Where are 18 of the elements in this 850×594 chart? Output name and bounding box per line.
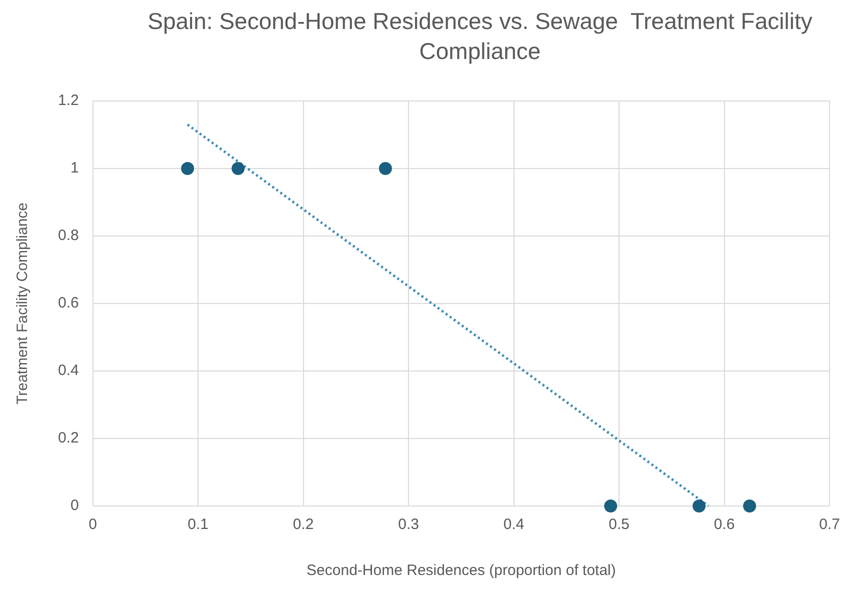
x-axis-title: Second-Home Residences (proportion of total) [306, 562, 616, 580]
chart-title: Spain: Second-Home Residences vs. Sewage Treatment Facility Compliance [146, 7, 814, 66]
y-axis-title: Treatment Facility Compliance [14, 202, 32, 405]
x-tick-label: 0.2 [292, 516, 314, 534]
x-tick-label: 0.4 [503, 516, 524, 534]
x-tick-label: 0.1 [188, 516, 209, 534]
y-tick-label: 0.4 [58, 362, 79, 380]
x-tick-label: 0.6 [714, 516, 735, 534]
x-tick-label: 0.7 [819, 516, 840, 534]
y-tick-label: 0.6 [58, 294, 79, 312]
y-tick-label: 1 [70, 160, 79, 177]
y-tick-label: 0 [70, 497, 79, 514]
y-tick-label: 0.2 [58, 430, 79, 447]
x-tick-label: 0 [88, 516, 98, 534]
y-tick-label: 1.2 [58, 92, 79, 110]
x-tick-label: 0.5 [608, 516, 630, 534]
y-tick-label: 0.8 [58, 227, 79, 244]
x-tick-label: 0.3 [398, 516, 420, 534]
